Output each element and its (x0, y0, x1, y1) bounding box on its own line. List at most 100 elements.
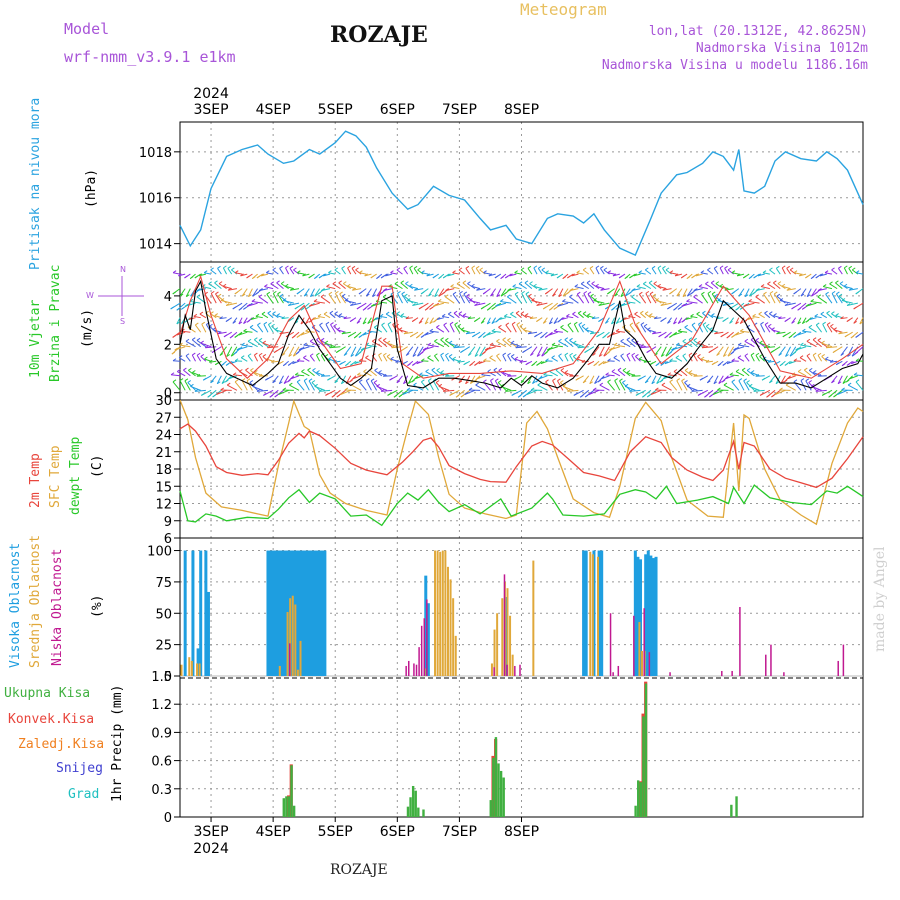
wind-arrow (189, 300, 201, 304)
wind-arrow (289, 268, 295, 275)
wind-arrow-head (190, 383, 194, 387)
cloud-low-bar (288, 643, 291, 676)
wind-arrow-head (318, 275, 323, 279)
wind-arrow-head (664, 361, 669, 365)
wind-arrow-head (222, 283, 227, 287)
wind-arrow-head (280, 281, 285, 285)
wind-arrow-head (246, 303, 251, 307)
wind-arrow (576, 293, 584, 304)
wind-arrow-head (376, 276, 380, 280)
wind-arrow-head (274, 327, 279, 331)
wind-arrow (744, 340, 755, 348)
wind-arrow-head (302, 273, 306, 277)
wind-arrow-head (219, 353, 224, 356)
wind-arrow-head (587, 362, 592, 366)
wind-arrow (458, 269, 465, 275)
wind-arrow-head (793, 270, 798, 274)
wind-arrow (572, 313, 579, 319)
wind-arrow-head (762, 270, 767, 274)
wind-arrow-head (400, 313, 405, 317)
precip-total-bar (639, 782, 643, 817)
wind-arrow (722, 346, 729, 357)
wind-arrow (319, 389, 331, 392)
wind-arrow (743, 302, 755, 307)
wind-arrow (390, 272, 398, 275)
wind-arrow-head (344, 387, 349, 391)
wind-arrow-head (258, 294, 263, 298)
wind-arrow (700, 358, 708, 362)
wind-arrow-head (289, 265, 294, 269)
wind-arrow-head (607, 270, 612, 274)
wind-arrow-head (331, 394, 336, 398)
wind-arrow (762, 272, 770, 275)
cloud-low-bar (837, 660, 839, 676)
wind-arrow (603, 269, 610, 275)
wind-arrow-head (675, 342, 680, 346)
wind-arrow (372, 340, 383, 348)
wind-arrow (769, 269, 776, 275)
wind-arrow (397, 293, 403, 304)
wind-arrow (373, 326, 383, 333)
wind-arrow-head (289, 287, 294, 291)
wind-arrow-head (258, 288, 263, 292)
wind-arrow-head (490, 378, 494, 382)
wind-arrow (527, 268, 533, 275)
wind-arrow-head (667, 320, 671, 324)
wind-arrow-head (829, 281, 833, 285)
wind-arrow-head (401, 291, 405, 295)
cloud-mid-bar (296, 669, 299, 676)
wind-arrow-head (817, 337, 822, 341)
wind-arrow (629, 324, 636, 333)
cloud-high-bar (646, 550, 650, 676)
wind-arrow-head (419, 372, 423, 376)
wind-arrow-head (735, 369, 740, 372)
cloud-high-bar (426, 603, 430, 676)
wind-arrow-head (542, 320, 547, 324)
wind-arrow (558, 355, 564, 362)
wind-arrow-head (735, 321, 739, 325)
wind-arrow (744, 288, 750, 297)
wind-arrow-head (336, 394, 341, 398)
wind-arrow-head (778, 316, 782, 320)
wind-arrow (657, 267, 662, 275)
wind-arrow (362, 317, 367, 325)
wind-arrow-head (677, 321, 682, 325)
wind-arrow-head (759, 392, 764, 396)
wind-arrow-head (243, 321, 247, 325)
wind-arrow (598, 346, 605, 357)
wind-arrow (682, 288, 688, 297)
wind-arrow-head (711, 313, 715, 317)
wind-arrow-head (677, 306, 682, 310)
wind-arrow-head (438, 276, 442, 280)
wind-arrow-head (582, 311, 587, 315)
wind-arrow-head (216, 381, 221, 385)
wind-arrow-head (469, 363, 473, 367)
wind-arrow-head (252, 293, 256, 297)
year-label-bottom: 2024 (193, 841, 229, 857)
wind-arrow (333, 360, 341, 363)
wind-arrow (259, 288, 269, 292)
wind-arrow (835, 315, 843, 319)
wind-arrow (176, 317, 181, 325)
cloud-mid-bar (446, 566, 449, 676)
wind-arrow (171, 374, 181, 377)
wind-arrow (719, 267, 724, 275)
wind-arrow-head (267, 345, 271, 349)
wind-arrow-head (330, 322, 334, 325)
temp-2m-line (179, 423, 864, 489)
wind-arrow (345, 300, 357, 304)
wind-arrow (748, 300, 760, 304)
wind-arrow-head (444, 294, 449, 298)
wind-arrow-head (452, 270, 456, 274)
wind-arrow (785, 384, 796, 391)
wind-arrow (250, 369, 258, 377)
wind-arrow-head (589, 381, 594, 385)
wind-arrow-head (795, 347, 799, 351)
wind-arrow-head (529, 316, 534, 320)
wind-arrow-head (611, 307, 615, 311)
wind-arrow-head (503, 291, 508, 295)
wind-arrow (235, 272, 243, 275)
wind-arrow-head (775, 381, 780, 385)
cloud-high-bar (292, 550, 296, 676)
wind-arrow-head (674, 273, 679, 277)
